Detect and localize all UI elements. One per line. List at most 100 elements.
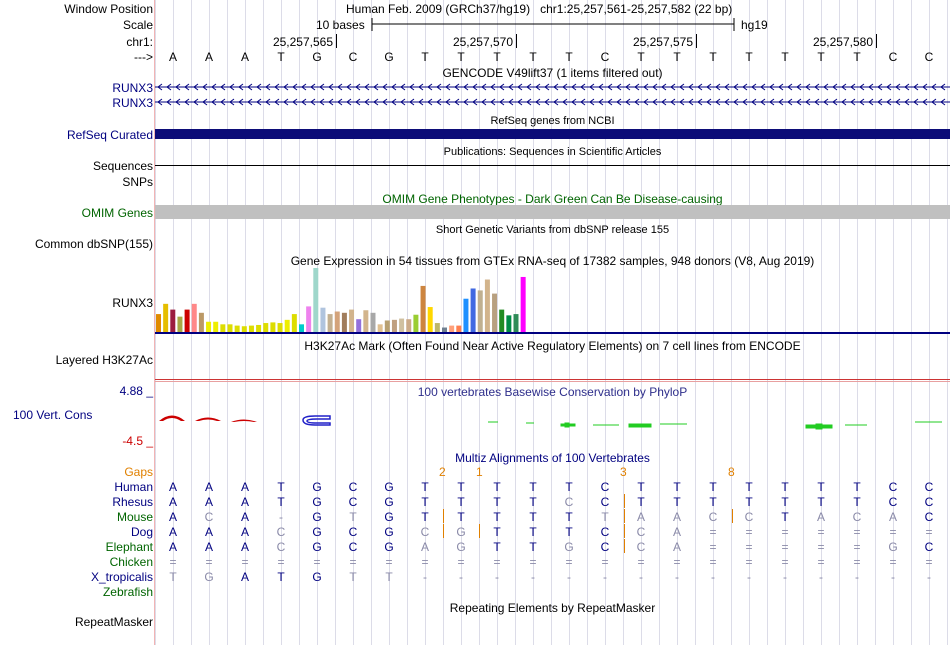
alignment-base: T bbox=[529, 510, 537, 524]
omim-label[interactable]: OMIM Genes bbox=[81, 206, 153, 220]
alignment-base: G bbox=[384, 525, 394, 539]
multiz-track-title: Multiz Alignments of 100 Vertebrates bbox=[455, 451, 650, 465]
alignment-base: G bbox=[384, 480, 394, 494]
alignment-base: = bbox=[637, 555, 645, 569]
strand-chevron bbox=[337, 98, 343, 106]
publications-label[interactable]: Sequences bbox=[92, 159, 153, 173]
conservation-label[interactable]: 100 Vert. Cons bbox=[13, 408, 93, 422]
alignment-base: T bbox=[277, 480, 285, 494]
refseq-gene-bar[interactable] bbox=[155, 129, 950, 139]
species-label[interactable]: Zebrafish bbox=[102, 585, 153, 599]
strand-chevron bbox=[175, 83, 181, 91]
gtex-expression-bars[interactable] bbox=[155, 268, 950, 334]
alignment-base: C bbox=[852, 510, 862, 524]
alignment-base: A bbox=[420, 540, 429, 554]
phylop-mark bbox=[815, 423, 823, 430]
alignment-base: A bbox=[816, 510, 825, 524]
species-label[interactable]: Mouse bbox=[116, 510, 153, 524]
species-label[interactable]: Elephant bbox=[105, 540, 153, 554]
strand-chevron bbox=[796, 83, 802, 91]
strand-chevron bbox=[499, 83, 505, 91]
base-letter: A bbox=[204, 50, 213, 64]
gtex-label[interactable]: RUNX3 bbox=[112, 296, 153, 310]
alignment-base: C bbox=[888, 495, 898, 509]
strand-chevron bbox=[670, 98, 676, 106]
omim-gene-bar[interactable] bbox=[155, 205, 950, 219]
alignment-base: T bbox=[277, 495, 285, 509]
gtex-tissue-bar bbox=[406, 319, 412, 332]
h3k27ac-track-title: H3K27Ac Mark (Often Found Near Active Re… bbox=[304, 339, 801, 353]
strand-chevron bbox=[490, 83, 496, 91]
phylop-conservation-plot[interactable] bbox=[155, 398, 950, 444]
alignment-base: T bbox=[817, 480, 825, 494]
alignment-base: - bbox=[675, 570, 679, 584]
gaps-label: Gaps bbox=[124, 465, 153, 479]
alignment-base: C bbox=[744, 510, 754, 524]
gtex-tissue-bar bbox=[270, 322, 276, 332]
alignment-base: G bbox=[564, 540, 574, 554]
base-letter: T bbox=[637, 50, 645, 64]
strand-chevron bbox=[922, 83, 928, 91]
strand-chevron bbox=[841, 98, 847, 106]
strand-chevron bbox=[922, 98, 928, 106]
dbsnp-label[interactable]: Common dbSNP(155) bbox=[34, 237, 153, 251]
gtex-tissue-bar bbox=[384, 320, 390, 332]
alignment-base: C bbox=[564, 495, 574, 509]
species-label[interactable]: Rhesus bbox=[112, 495, 153, 509]
gtex-tissue-bar bbox=[513, 314, 519, 332]
strand-chevron bbox=[715, 83, 721, 91]
alignment-base: T bbox=[565, 510, 573, 524]
gtex-tissue-bar bbox=[234, 325, 240, 332]
h3k27ac-label[interactable]: Layered H3K27Ac bbox=[55, 353, 153, 367]
gencode-row-label-1[interactable]: RUNX3 bbox=[112, 81, 153, 95]
phylop-positive-mark bbox=[302, 415, 331, 426]
repeatmasker-label[interactable]: RepeatMasker bbox=[74, 615, 153, 629]
refseq-label[interactable]: RefSeq Curated bbox=[66, 128, 153, 142]
gap-count-1: 2 bbox=[439, 465, 446, 479]
strand-chevron bbox=[463, 98, 469, 106]
strand-chevron bbox=[454, 83, 460, 91]
base-letter: T bbox=[673, 50, 681, 64]
alignment-base: T bbox=[529, 540, 537, 554]
strand-chevron bbox=[562, 98, 568, 106]
alignment-base: = bbox=[781, 540, 789, 554]
alignment-base: = bbox=[565, 555, 573, 569]
strand-chevron bbox=[778, 98, 784, 106]
strand-chevron bbox=[868, 83, 874, 91]
strand-chevron bbox=[400, 98, 406, 106]
alignment-base: = bbox=[241, 555, 249, 569]
snps-label[interactable]: SNPs bbox=[122, 175, 153, 189]
gtex-tissue-bar bbox=[420, 285, 426, 332]
gap-marker bbox=[732, 509, 733, 523]
strand-chevron bbox=[877, 83, 883, 91]
strand-chevron bbox=[625, 83, 631, 91]
gencode-row-label-2[interactable]: RUNX3 bbox=[112, 96, 153, 110]
strand-chevron bbox=[706, 83, 712, 91]
species-label[interactable]: Human bbox=[114, 480, 153, 494]
gtex-tissue-bar bbox=[434, 323, 440, 332]
alignment-base: - bbox=[783, 570, 787, 584]
strand-chevron bbox=[733, 83, 739, 91]
gtex-tissue-bar bbox=[313, 268, 319, 332]
phylop-mark bbox=[564, 422, 570, 428]
alignment-base: = bbox=[925, 555, 933, 569]
coordinate-tick bbox=[696, 34, 697, 48]
strand-chevron bbox=[517, 83, 523, 91]
gtex-tissue-bar bbox=[256, 324, 262, 332]
strand-chevron bbox=[769, 83, 775, 91]
strand-chevron bbox=[346, 83, 352, 91]
gap-count-4: 8 bbox=[728, 465, 735, 479]
species-label[interactable]: Chicken bbox=[109, 555, 153, 569]
strand-chevron bbox=[166, 83, 172, 91]
gencode-transcripts[interactable] bbox=[155, 82, 950, 112]
conservation-min-label: -4.5 _ bbox=[122, 434, 153, 448]
strand-chevron bbox=[382, 83, 388, 91]
species-label[interactable]: X_tropicalis bbox=[90, 570, 153, 584]
alignment-base: = bbox=[529, 555, 537, 569]
strand-chevron bbox=[580, 83, 586, 91]
alignment-base: T bbox=[457, 495, 465, 509]
strand-chevron bbox=[328, 98, 334, 106]
gtex-tissue-bar bbox=[284, 319, 290, 332]
species-label[interactable]: Dog bbox=[130, 525, 153, 539]
strand-chevron bbox=[805, 83, 811, 91]
